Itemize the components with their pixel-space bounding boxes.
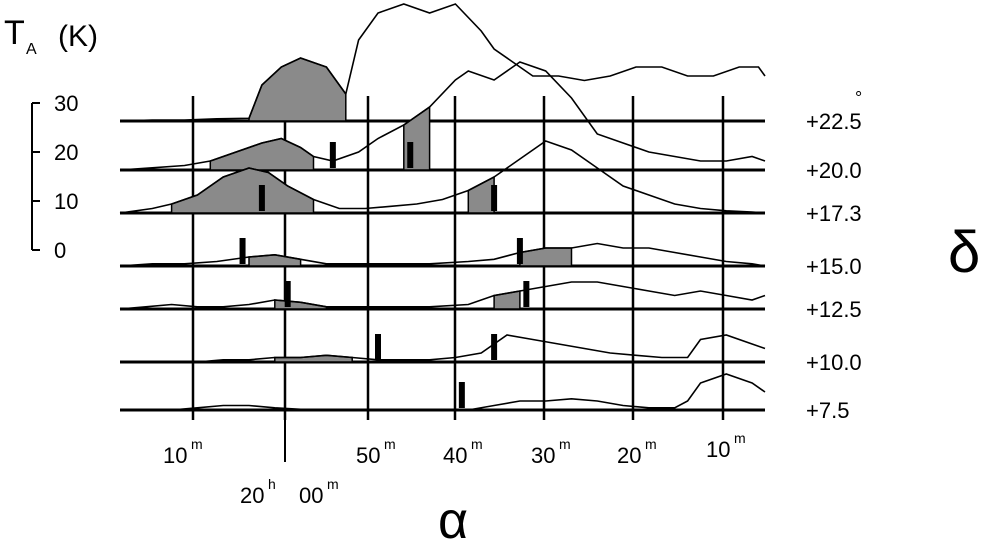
row-axis-label: δ (948, 220, 980, 285)
x-tick-label: 00 (299, 483, 323, 508)
profile-line (120, 334, 766, 363)
scale-bar-label: 30 (54, 91, 78, 116)
profile-row: +20.0 (119, 61, 862, 183)
source-marker (258, 185, 265, 211)
x-tick-label: 10 (706, 437, 730, 462)
profile-line (119, 61, 766, 171)
source-marker (407, 142, 414, 168)
declination-label: +17.3 (806, 201, 862, 226)
x-tick-label: 50 (356, 443, 380, 468)
y-label-sub: A (26, 41, 37, 58)
x-tick-sup: m (191, 436, 203, 452)
source-emission-shade (248, 57, 347, 122)
degree-sign: ° (855, 88, 862, 108)
x-tick-labels: 10 m20 h 00 m50 m 40 m 30 m 20 m 10 m (163, 430, 746, 508)
profile-row: +15.0 (119, 238, 862, 279)
profiles: +22.5 +20.0 +17.3 +15.0 +12.5 +10.0 +7.5 (119, 3, 862, 423)
x-tick-label: 40 (443, 443, 467, 468)
source-marker (239, 238, 246, 264)
x-tick-label: 20 (617, 443, 641, 468)
y-label-main: T (4, 14, 25, 52)
x-tick-label: 30 (531, 443, 555, 468)
profile-row: +12.5 (119, 281, 862, 322)
profile-line (120, 373, 766, 411)
declination-label: +12.5 (806, 297, 862, 322)
source-marker (284, 281, 291, 307)
x-tick-sup: m (327, 476, 339, 492)
source-emission-shade (467, 175, 495, 214)
temperature-scale-bar: 0 10 20 30 (31, 91, 78, 263)
x-tick-sup: m (734, 430, 746, 446)
source-marker (375, 334, 381, 360)
x-tick-sup: m (559, 436, 571, 452)
source-marker (458, 382, 465, 408)
profile-line (119, 281, 766, 310)
x-tick-sup: m (645, 436, 657, 452)
profile-row: +7.5 (120, 373, 849, 423)
source-marker (329, 142, 336, 168)
profile-row: +17.3 (119, 140, 862, 226)
declination-label: +22.5 (806, 109, 862, 134)
declination-label: +15.0 (806, 254, 862, 279)
x-axis-label: α (438, 492, 468, 544)
declination-label: +7.5 (806, 398, 849, 423)
source-marker (491, 334, 498, 360)
profile-line (119, 242, 766, 267)
source-marker (491, 185, 498, 211)
x-tick-sup: m (384, 436, 396, 452)
x-tick-label: 10 (163, 443, 187, 468)
declination-label: +20.0 (806, 158, 862, 183)
profile-line (119, 140, 766, 214)
profile-line (119, 3, 766, 122)
scale-bar-label: 0 (54, 238, 66, 263)
x-tick-label: 20 (240, 483, 264, 508)
source-marker (516, 238, 523, 264)
source-marker (523, 281, 530, 307)
profile-row: +22.5 (119, 3, 862, 134)
profile-row: +10.0 (120, 334, 862, 375)
declination-label: +10.0 (806, 350, 862, 375)
x-tick-sup: m (471, 436, 483, 452)
scale-bar-label: 10 (54, 189, 78, 214)
scale-bar-label: 20 (54, 140, 78, 165)
y-axis-label: T A (K) (4, 14, 98, 58)
x-tick-sup: h (268, 476, 276, 492)
y-label-unit: (K) (58, 20, 98, 53)
